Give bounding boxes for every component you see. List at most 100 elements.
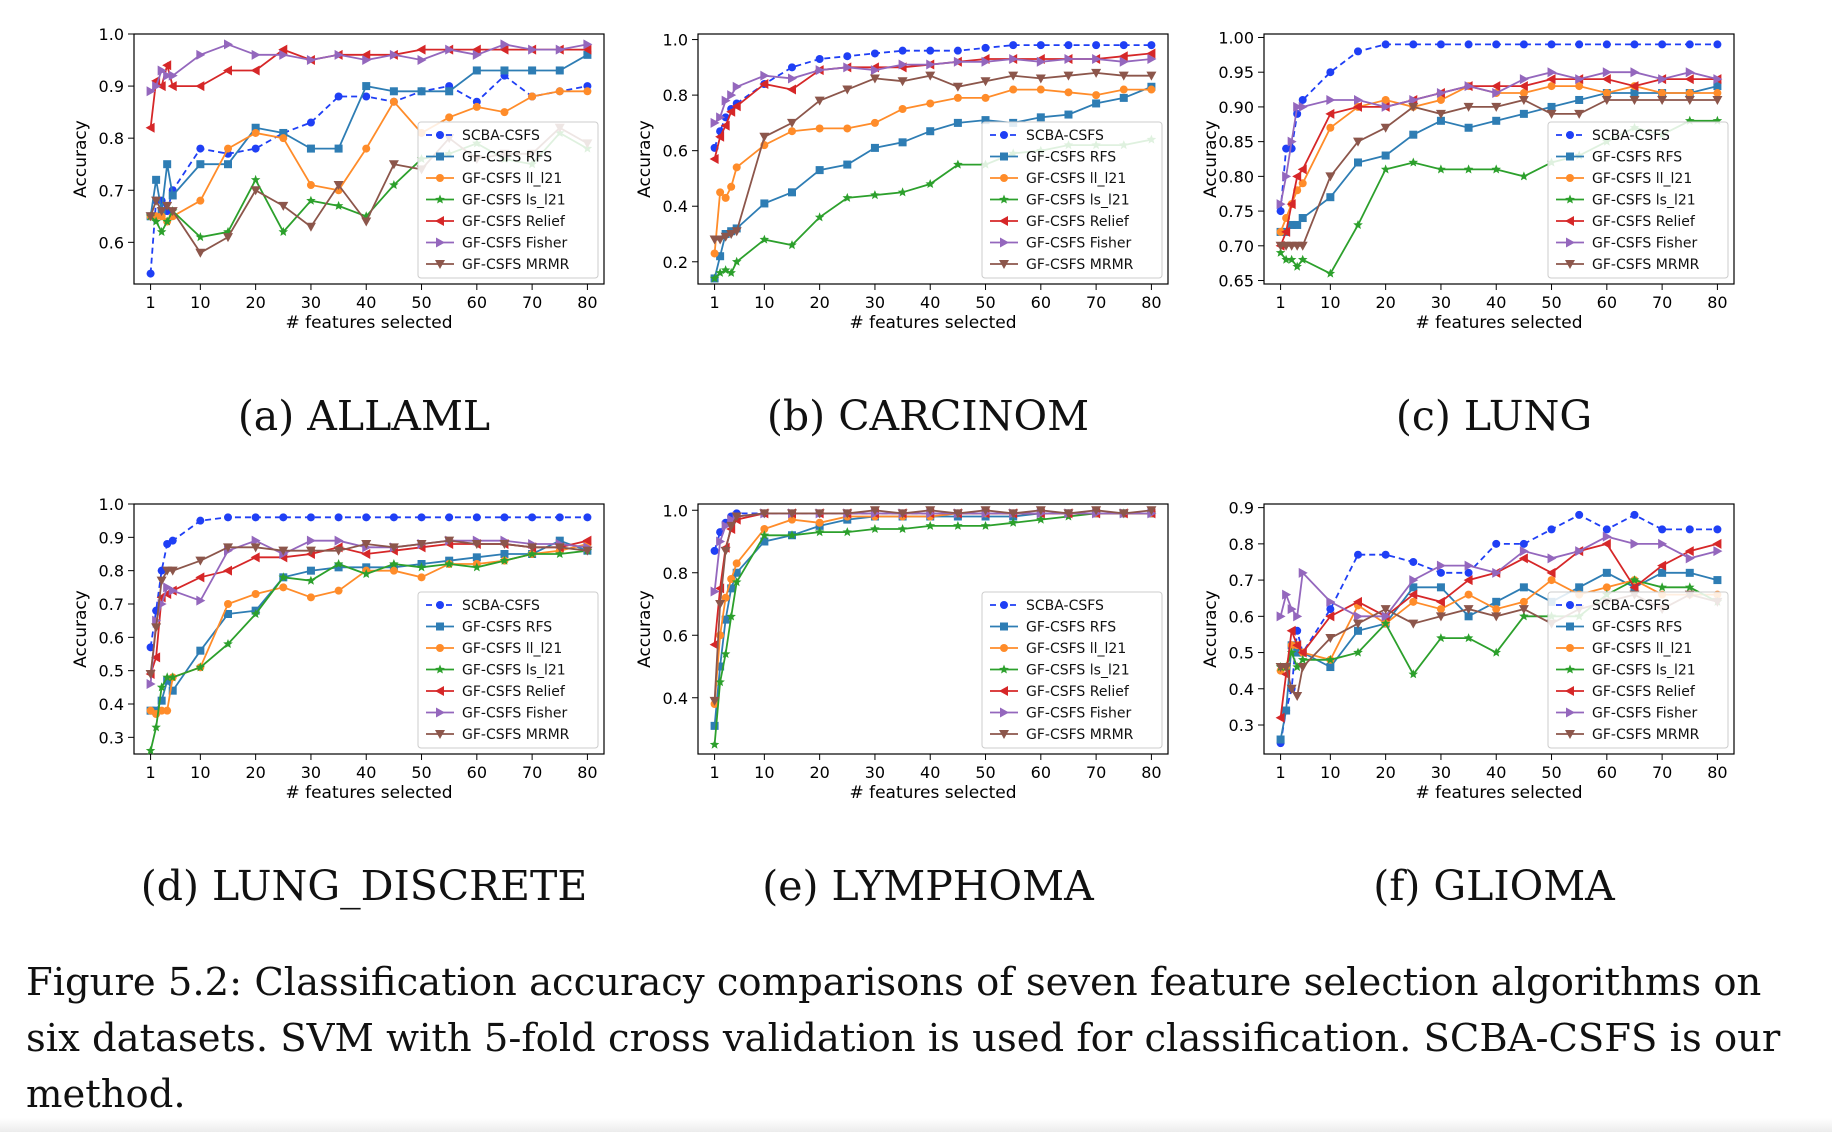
data-point [333, 200, 344, 210]
data-point [1713, 74, 1723, 85]
data-point [196, 196, 205, 205]
x-tick-label: 40 [356, 763, 376, 782]
x-tick-label: 80 [1707, 763, 1727, 782]
legend-swatch-marker [436, 707, 445, 718]
data-point [1658, 74, 1668, 85]
data-point [926, 99, 935, 108]
y-tick-label: 0.95 [1218, 63, 1254, 82]
legend-label: GF-CSFS Fisher [462, 236, 567, 252]
data-point [787, 240, 797, 250]
data-point [1713, 525, 1722, 534]
legend-swatch-marker [436, 131, 444, 139]
data-point [1354, 550, 1362, 559]
data-point [1119, 93, 1128, 102]
data-point [716, 188, 725, 197]
y-tick-label: 0.70 [1218, 237, 1254, 256]
data-point [156, 226, 167, 236]
data-point [1298, 179, 1307, 188]
x-tick-label: 20 [809, 763, 829, 782]
series-gf-csfs-mrmr [145, 536, 593, 679]
data-point [157, 212, 166, 221]
data-point [250, 609, 261, 618]
legend-swatch-marker [1565, 216, 1574, 226]
data-point [710, 249, 719, 258]
data-point [1353, 619, 1363, 629]
data-point [527, 543, 538, 553]
data-point [1326, 605, 1335, 614]
x-tick-label: 1 [145, 763, 155, 782]
data-point [1575, 40, 1584, 49]
data-point [1492, 116, 1501, 125]
data-point [1518, 553, 1528, 564]
data-point [1409, 130, 1418, 139]
data-point [362, 82, 371, 91]
data-point [527, 549, 537, 558]
y-tick-label: 0.8 [663, 564, 688, 583]
data-point [760, 537, 769, 546]
legend-swatch-marker [1565, 730, 1575, 739]
data-point [1118, 71, 1129, 81]
legend-swatch-marker [1566, 152, 1574, 161]
x-tick-label: 80 [1141, 293, 1161, 312]
data-point [250, 65, 260, 76]
data-point [1491, 647, 1501, 657]
data-point [223, 65, 232, 76]
legend-swatch-marker [1566, 707, 1575, 718]
x-tick-label: 20 [809, 293, 829, 312]
chart-e: 0.4 0.6 0.8 1.0 1 10 20 30 40 50 60 70 80 # features … [635, 501, 1169, 803]
data-point [472, 66, 481, 75]
data-point [306, 566, 315, 575]
data-point [1380, 618, 1391, 628]
data-point [1146, 71, 1157, 81]
data-point [528, 92, 537, 101]
y-tick-label: 0.6 [663, 142, 688, 161]
data-point [870, 49, 879, 58]
y-tick-label: 0.5 [1229, 644, 1254, 663]
data-point [1518, 81, 1528, 92]
y-axis-label: Accuracy [635, 120, 655, 198]
data-point [500, 66, 509, 75]
data-point [251, 144, 260, 153]
data-point [814, 212, 825, 222]
data-point [1575, 510, 1584, 519]
data-point [1035, 506, 1046, 516]
data-point [1492, 539, 1501, 548]
data-point [1276, 735, 1285, 744]
y-tick-label: 0.6 [663, 626, 688, 645]
data-point [710, 117, 720, 128]
data-point [279, 49, 289, 60]
x-tick-label: 30 [301, 763, 321, 782]
data-point [146, 643, 155, 652]
legend-swatch-marker [436, 601, 444, 609]
data-point [1629, 95, 1640, 105]
data-point [1381, 101, 1391, 112]
data-point [1436, 583, 1445, 592]
data-point [1282, 144, 1291, 153]
y-tick-label: 0.7 [99, 181, 124, 200]
data-point [787, 118, 797, 128]
y-axis-label: Accuracy [71, 590, 91, 668]
legend-label: GF-CSFS Relief [1026, 214, 1130, 230]
data-point [1353, 596, 1362, 607]
data-point [732, 163, 741, 172]
data-point [788, 188, 796, 197]
series-gf-csfs-mrmr [709, 506, 1157, 706]
data-point [1519, 583, 1528, 592]
legend-label: SCBA-CSFS [1026, 598, 1104, 614]
series-line [1279, 535, 1718, 619]
x-axis-label: # features selected [849, 783, 1016, 803]
data-point [1353, 220, 1363, 229]
data-point [1658, 40, 1667, 49]
data-point [1354, 94, 1363, 105]
data-point [1286, 625, 1296, 636]
series-gf-csfs-fisher [146, 39, 593, 97]
data-point [1713, 82, 1722, 91]
subcaption-d: (d) LUNG_DISCRETE [140, 862, 588, 910]
data-point [1292, 640, 1302, 651]
y-tick-label: 1.0 [663, 501, 688, 520]
data-point [898, 138, 907, 147]
x-tick-label: 10 [190, 763, 210, 782]
data-point [1286, 254, 1297, 264]
data-point [1658, 568, 1667, 577]
data-point [196, 144, 205, 153]
